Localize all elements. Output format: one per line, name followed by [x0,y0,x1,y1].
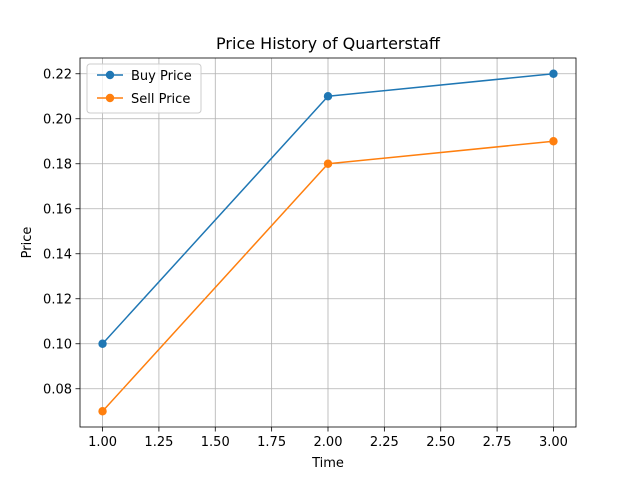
x-axis-ticks: 1.00 1.25 1.50 1.75 2.00 2.25 2.50 2.75 3.00 [88,427,568,450]
sell-price-point [323,159,333,168]
legend: Buy Price Sell Price [86,63,202,114]
x-tick-label: 2.50 [426,435,455,450]
x-tick-label: 1.25 [144,435,173,450]
legend-buy-price-label: Buy Price [131,69,192,84]
buy-price-point [549,69,558,78]
y-tick-label: 0.10 [43,337,72,352]
x-tick-label: 1.00 [88,435,117,450]
buy-price-point [323,92,333,101]
x-tick-label: 2.75 [483,435,512,450]
y-tick-label: 0.18 [43,157,72,172]
y-tick-label: 0.14 [43,247,72,262]
y-tick-label: 0.08 [43,382,72,397]
x-tick-label: 2.25 [370,435,399,450]
chart-title: Price History of Quarterstaff [216,34,441,53]
sell-price-point [549,137,558,146]
x-tick-label: 2.00 [314,435,343,450]
x-axis-label: Time [311,456,344,471]
series-layer [98,69,558,416]
legend-box [86,63,202,114]
y-tick-label: 0.16 [43,202,72,217]
buy-price-point [98,339,107,348]
x-tick-label: 1.50 [201,435,230,450]
y-axis-ticks: 0.08 0.10 0.12 0.14 0.16 0.18 0.20 0.22 [43,67,80,397]
x-tick-label: 3.00 [539,435,568,450]
sell-price-point [98,407,107,416]
y-tick-label: 0.20 [43,112,72,127]
legend-sell-price-label: Sell Price [131,92,190,107]
y-tick-label: 0.22 [43,67,72,82]
y-tick-label: 0.12 [43,292,72,307]
x-tick-label: 1.75 [257,435,286,450]
legend-sell-price-swatch-marker [105,93,115,103]
y-axis-label: Price [20,227,35,259]
legend-buy-price-swatch-marker [105,70,115,80]
